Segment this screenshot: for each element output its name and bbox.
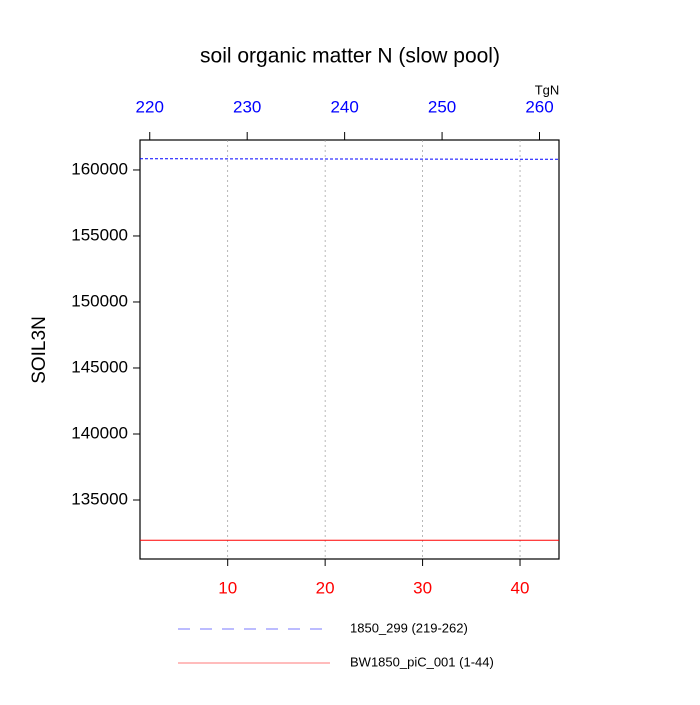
x-tick-label: 10 xyxy=(218,578,237,597)
y-tick-label: 160000 xyxy=(71,159,128,178)
x-tick-label: 40 xyxy=(511,578,530,597)
y-axis-label: SOIL3N xyxy=(29,316,50,384)
y-tick-label: 155000 xyxy=(71,225,128,244)
y-tick-label: 135000 xyxy=(71,489,128,508)
x2-axis-label: TgN xyxy=(535,82,560,97)
x2-tick-label: 260 xyxy=(525,97,553,116)
x2-tick-label: 230 xyxy=(233,97,261,116)
y-tick-label: 140000 xyxy=(71,423,128,442)
chart-title: soil organic matter N (slow pool) xyxy=(200,45,500,68)
y-tick-label: 150000 xyxy=(71,291,128,310)
x2-tick-label: 240 xyxy=(330,97,358,116)
series-line xyxy=(139,158,560,160)
x2-tick-label: 220 xyxy=(136,97,164,116)
x-tick-label: 30 xyxy=(413,578,432,597)
legend-label: BW1850_piC_001 (1-44) xyxy=(350,654,494,669)
legend-label: 1850_299 (219-262) xyxy=(350,620,468,635)
x-tick-label: 20 xyxy=(316,578,335,597)
x2-tick-label: 250 xyxy=(428,97,456,116)
y-tick-label: 145000 xyxy=(71,357,128,376)
plot-frame xyxy=(139,139,560,560)
